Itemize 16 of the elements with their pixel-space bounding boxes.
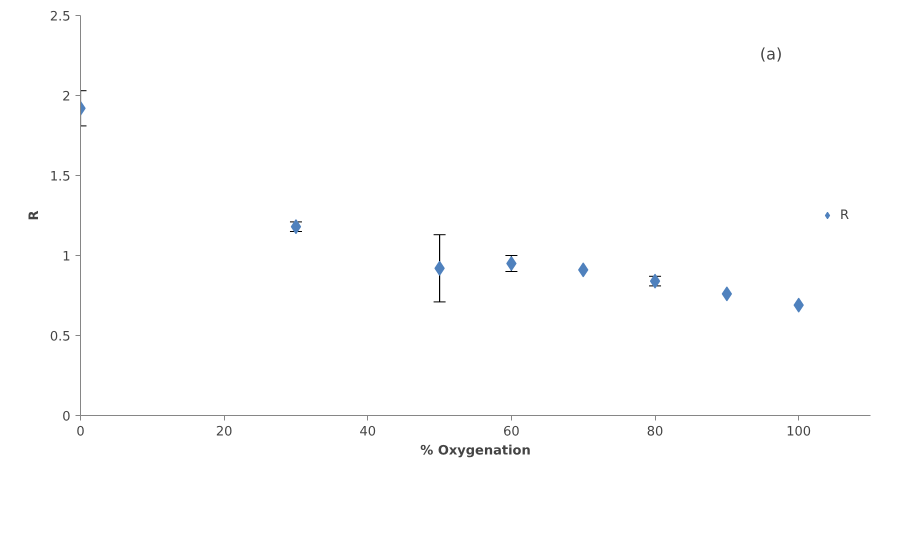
x-tick-label: 20: [216, 424, 232, 440]
x-tick-label: 60: [503, 424, 520, 440]
x-axis-title: % Oxygenation: [420, 444, 531, 458]
y-tick-label: 0.5: [50, 330, 71, 344]
y-tick-label: 2.5: [50, 10, 71, 24]
x-tick-label: 80: [646, 424, 664, 440]
y-axis-title: R: [26, 210, 42, 221]
legend-label: R: [840, 208, 850, 222]
x-tick-label: 0: [76, 424, 85, 440]
x-tick-label: 40: [360, 424, 376, 440]
y-tick-label: 0: [62, 410, 71, 424]
y-tick-label: 1: [62, 250, 71, 264]
x-tick-label: 100: [786, 424, 812, 440]
y-tick-label: 1.5: [50, 170, 71, 184]
y-tick-label: 2: [62, 90, 71, 104]
annotation: (a): [760, 44, 782, 64]
